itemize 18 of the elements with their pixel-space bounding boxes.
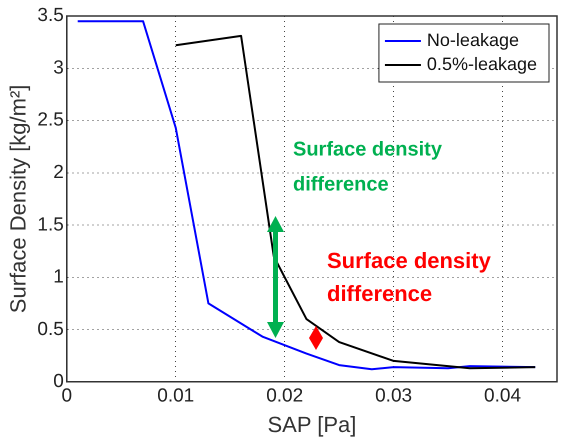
x-tick-label: 0.01 [157, 385, 194, 406]
y-axis-title: Surface Density [kg/m²] [5, 84, 30, 314]
y-tick-label: 1.5 [37, 214, 64, 236]
y-tick-label: 0.5 [37, 318, 64, 340]
y-tick-label: 3 [53, 57, 64, 78]
y-tick-label: 2 [53, 162, 64, 184]
y-tick-label: 2.5 [37, 110, 64, 131]
legend-label: No-leakage [426, 30, 519, 50]
y-tick-label: 3.5 [37, 5, 64, 26]
y-tick-label: 1 [53, 266, 64, 288]
y-tick-label: 0 [53, 371, 64, 392]
x-tick-label: 0.02 [266, 385, 304, 406]
legend-label: 0.5%-leakage [426, 54, 538, 74]
x-tick-label: 0.03 [375, 385, 412, 406]
annotation: Surface density difference [293, 138, 443, 196]
x-tick-label: 0.04 [484, 385, 522, 406]
x-axis-title: SAP [Pa] [267, 412, 356, 437]
annotation: Surface density difference [327, 248, 492, 306]
